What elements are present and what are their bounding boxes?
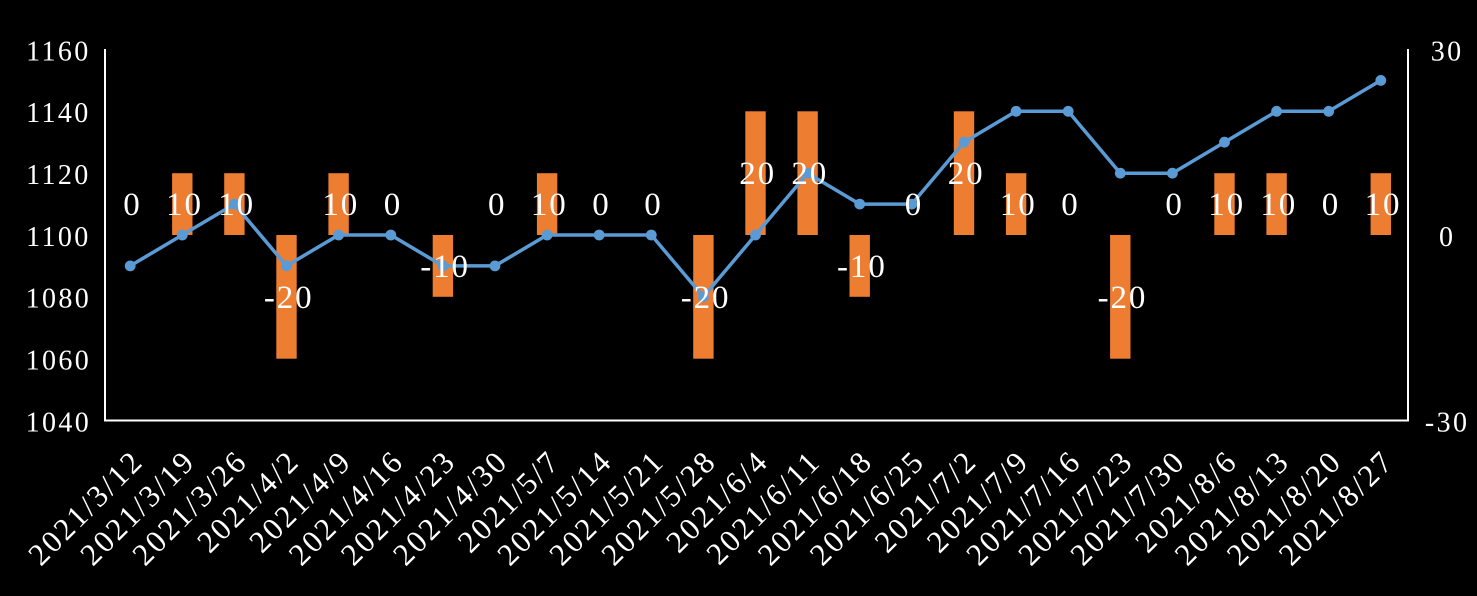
svg-text:30: 30 xyxy=(1431,36,1464,67)
svg-text:20: 20 xyxy=(791,156,828,192)
svg-text:-20: -20 xyxy=(681,280,731,316)
svg-text:0: 0 xyxy=(1439,222,1455,253)
svg-text:-10: -10 xyxy=(420,249,470,285)
svg-text:1160: 1160 xyxy=(26,36,91,67)
svg-text:-10: -10 xyxy=(837,249,887,285)
svg-text:1140: 1140 xyxy=(26,98,91,129)
svg-text:10: 10 xyxy=(166,187,203,223)
svg-text:1060: 1060 xyxy=(26,346,92,377)
svg-text:1040: 1040 xyxy=(26,407,92,438)
svg-text:10: 10 xyxy=(1208,187,1245,223)
svg-text:-20: -20 xyxy=(264,280,314,316)
svg-text:10: 10 xyxy=(531,187,568,223)
svg-text:1080: 1080 xyxy=(26,284,92,315)
svg-text:0: 0 xyxy=(123,187,141,223)
svg-text:0: 0 xyxy=(592,187,610,223)
svg-text:10: 10 xyxy=(218,187,255,223)
svg-text:0: 0 xyxy=(384,187,402,223)
svg-text:20: 20 xyxy=(948,156,985,192)
svg-text:1100: 1100 xyxy=(26,222,91,253)
svg-text:10: 10 xyxy=(1365,187,1402,223)
svg-text:-20: -20 xyxy=(1098,280,1148,316)
svg-text:-30: -30 xyxy=(1425,407,1470,438)
svg-text:0: 0 xyxy=(1061,187,1079,223)
svg-text:10: 10 xyxy=(1260,187,1297,223)
svg-text:0: 0 xyxy=(905,187,923,223)
svg-text:20: 20 xyxy=(739,156,776,192)
svg-text:10: 10 xyxy=(322,187,359,223)
svg-text:1120: 1120 xyxy=(26,160,91,191)
svg-text:0: 0 xyxy=(1322,187,1340,223)
svg-text:0: 0 xyxy=(488,187,506,223)
svg-text:0: 0 xyxy=(644,187,662,223)
svg-text:0: 0 xyxy=(1165,187,1183,223)
svg-text:10: 10 xyxy=(1000,187,1037,223)
